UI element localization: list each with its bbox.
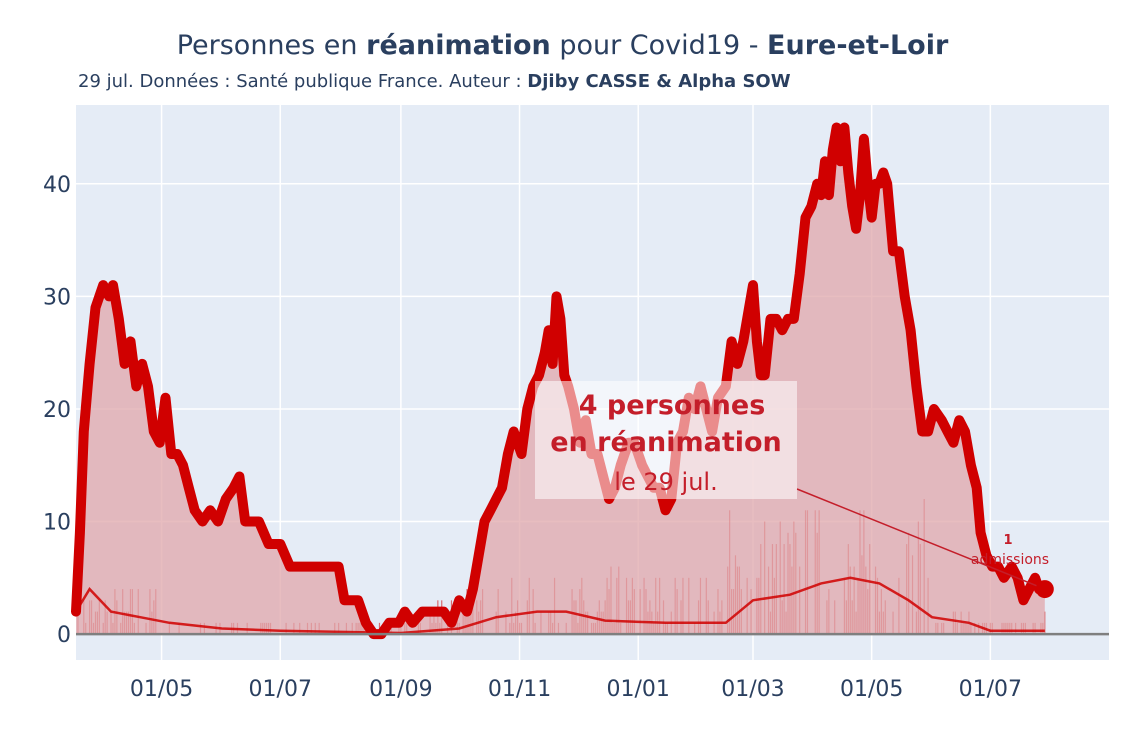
admissions-label: admissions [971, 552, 1049, 568]
y-axis-ticks: 0 10 20 30 40 [43, 173, 71, 648]
admissions-value: 1 [1003, 533, 1012, 548]
title-bold-department: Eure-et-Loir [767, 30, 949, 61]
annotation-line3: le 29 jul. [614, 468, 717, 496]
y-tick-label: 10 [43, 511, 71, 536]
annotation-box [535, 381, 797, 499]
end-marker [1035, 580, 1054, 599]
x-tick-label: 01/05 [130, 677, 193, 702]
admissions-rolling-line [74, 576, 1045, 635]
annotation-line1: 4 personnes [579, 390, 766, 421]
annotation-line2: en réanimation [550, 427, 782, 458]
admission-bar [1044, 611, 1046, 635]
title-bold-reanimation: réanimation [366, 30, 551, 61]
subtitle-authors: Djiby CASSE & Alpha SOW [527, 71, 791, 92]
x-tick-label: 01/07 [249, 677, 312, 702]
x-tick-label: 01/03 [721, 677, 784, 702]
subtitle-text: 29 jul. Données : Santé publique France.… [78, 71, 528, 92]
chart-title: Personnes en réanimation pour Covid19 - … [0, 30, 1125, 61]
x-tick-label: 01/09 [369, 677, 432, 702]
y-tick-label: 40 [43, 173, 71, 198]
title-middle: pour Covid19 - [550, 30, 768, 61]
annotation-arrow [796, 488, 1046, 590]
x-tick-label: 01/11 [488, 677, 551, 702]
y-tick-label: 0 [57, 623, 71, 648]
x-tick-label: 01/05 [840, 677, 903, 702]
x-axis-ticks: 01/05 01/07 01/09 01/11 01/01 01/03 01/05 01/07 [130, 677, 1022, 702]
x-tick-label: 01/01 [607, 677, 670, 702]
x-tick-label: 01/07 [959, 677, 1022, 702]
y-tick-label: 20 [43, 398, 71, 423]
chart-subtitle: 29 jul. Données : Santé publique France.… [78, 71, 791, 92]
y-tick-label: 30 [43, 285, 71, 310]
title-prefix: Personnes en [176, 30, 367, 61]
